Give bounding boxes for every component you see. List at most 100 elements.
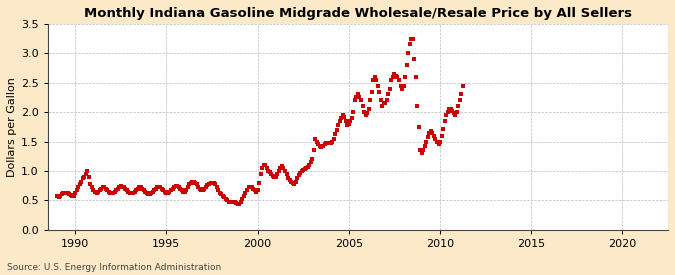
Point: [92, 189, 103, 194]
Point: [249, 188, 260, 192]
Point: [292, 176, 302, 180]
Point: [346, 116, 357, 120]
Point: [416, 151, 427, 155]
Point: [368, 78, 379, 82]
Point: [260, 163, 271, 167]
Point: [340, 119, 351, 123]
Point: [263, 169, 273, 173]
Point: [73, 185, 84, 190]
Point: [240, 191, 251, 196]
Point: [453, 104, 464, 108]
Point: [423, 135, 433, 139]
Point: [424, 131, 435, 135]
Point: [223, 199, 234, 204]
Point: [289, 182, 300, 186]
Point: [322, 141, 333, 145]
Point: [279, 169, 290, 173]
Point: [401, 63, 412, 67]
Point: [237, 197, 248, 201]
Point: [180, 189, 190, 194]
Point: [208, 181, 219, 186]
Point: [267, 174, 278, 178]
Point: [350, 98, 360, 103]
Point: [452, 110, 462, 114]
Point: [412, 104, 423, 108]
Point: [137, 186, 148, 191]
Point: [119, 185, 130, 190]
Point: [306, 160, 317, 164]
Point: [57, 191, 68, 196]
Point: [216, 192, 227, 197]
Point: [406, 36, 416, 41]
Point: [398, 83, 409, 88]
Point: [265, 170, 275, 174]
Point: [228, 200, 239, 204]
Point: [375, 98, 386, 103]
Point: [254, 180, 265, 185]
Point: [153, 185, 164, 189]
Point: [134, 185, 144, 190]
Point: [266, 172, 277, 176]
Point: [302, 165, 313, 169]
Point: [157, 186, 167, 191]
Point: [188, 179, 199, 184]
Point: [248, 186, 259, 191]
Point: [202, 183, 213, 187]
Point: [61, 191, 72, 195]
Point: [178, 190, 188, 194]
Point: [198, 188, 209, 192]
Point: [80, 172, 91, 176]
Point: [298, 167, 308, 172]
Point: [231, 201, 242, 205]
Point: [383, 92, 394, 97]
Point: [51, 194, 62, 199]
Point: [284, 178, 295, 182]
Point: [181, 188, 192, 192]
Point: [128, 191, 138, 195]
Title: Monthly Indiana Gasoline Midgrade Wholesale/Resale Price by All Sellers: Monthly Indiana Gasoline Midgrade Wholes…: [84, 7, 632, 20]
Point: [205, 180, 216, 185]
Point: [407, 36, 418, 41]
Point: [429, 133, 439, 138]
Point: [427, 131, 438, 135]
Point: [199, 186, 210, 191]
Point: [300, 167, 310, 171]
Point: [456, 92, 466, 97]
Point: [342, 123, 353, 127]
Point: [111, 188, 122, 192]
Point: [397, 86, 408, 91]
Point: [91, 191, 102, 195]
Point: [413, 125, 424, 129]
Point: [334, 119, 345, 123]
Point: [371, 78, 381, 82]
Point: [167, 186, 178, 191]
Point: [79, 175, 90, 179]
Point: [103, 189, 114, 194]
Point: [131, 188, 142, 192]
Point: [163, 191, 173, 195]
Point: [377, 104, 387, 108]
Point: [213, 188, 223, 192]
Point: [220, 196, 231, 201]
Point: [360, 113, 371, 117]
Point: [259, 163, 269, 167]
Point: [301, 166, 312, 170]
Point: [356, 98, 367, 103]
Point: [454, 98, 465, 103]
Point: [286, 179, 296, 184]
Point: [141, 191, 152, 196]
Point: [132, 186, 143, 191]
Point: [290, 179, 301, 184]
Point: [117, 185, 128, 189]
Point: [146, 191, 157, 195]
Point: [123, 189, 134, 194]
Point: [387, 75, 398, 79]
Point: [352, 92, 363, 97]
Point: [171, 183, 182, 188]
Point: [67, 193, 78, 198]
Point: [113, 186, 124, 191]
Point: [99, 185, 109, 190]
Point: [95, 188, 105, 192]
Point: [175, 186, 186, 191]
Point: [236, 199, 246, 204]
